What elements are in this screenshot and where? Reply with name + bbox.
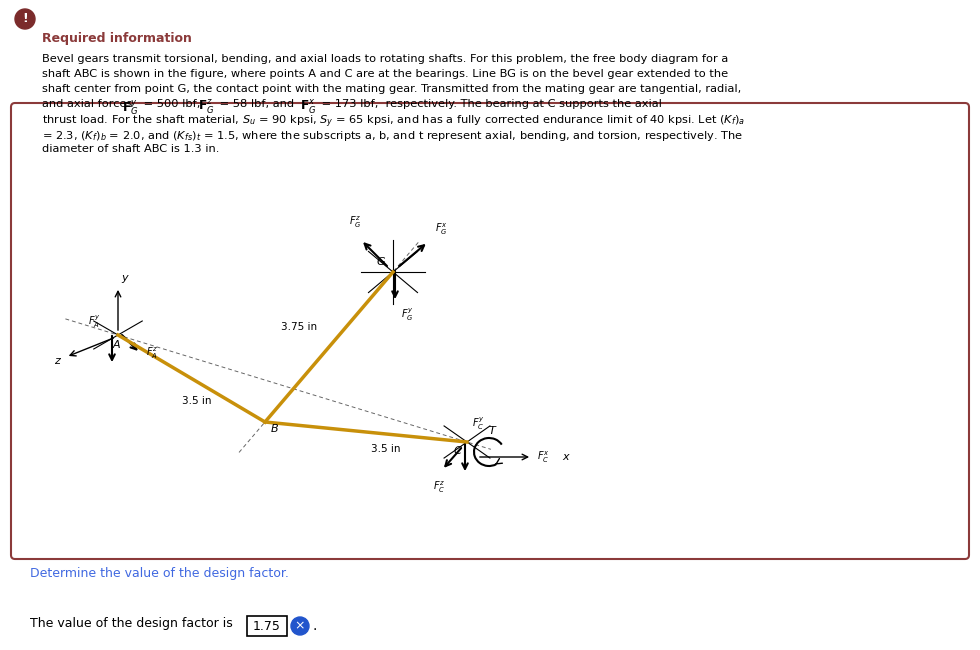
Text: shaft center from point G, the contact point with the mating gear. Transmitted f: shaft center from point G, the contact p…	[42, 84, 741, 94]
Text: 3.5 in: 3.5 in	[181, 396, 212, 406]
Text: Bevel gears transmit torsional, bending, and axial loads to rotating shafts. For: Bevel gears transmit torsional, bending,…	[42, 54, 728, 64]
Text: 1.75: 1.75	[253, 619, 281, 632]
Text: C: C	[454, 446, 461, 456]
Text: $F_C^z$: $F_C^z$	[433, 480, 445, 495]
Text: The value of the design factor is: The value of the design factor is	[30, 617, 232, 630]
Text: $F_A^z$: $F_A^z$	[146, 345, 158, 361]
Circle shape	[15, 9, 35, 29]
Circle shape	[291, 617, 309, 635]
Text: diameter of shaft ABC is 1.3 in.: diameter of shaft ABC is 1.3 in.	[42, 144, 220, 154]
Text: 3.75 in: 3.75 in	[281, 322, 318, 332]
Text: = 173 lbf,  respectively. The bearing at C supports the axial: = 173 lbf, respectively. The bearing at …	[318, 99, 662, 109]
Text: $\mathbf{F}_G^y$: $\mathbf{F}_G^y$	[122, 99, 138, 118]
Text: = 2.3, $(K_f)_b$ = 2.0, and $(K_{fs})_t$ = 1.5, where the subscripts a, b, and t: = 2.3, $(K_f)_b$ = 2.0, and $(K_{fs})_t$…	[42, 129, 743, 143]
FancyBboxPatch shape	[247, 616, 287, 636]
Text: $\mathbf{F}_G^x$: $\mathbf{F}_G^x$	[300, 99, 317, 116]
Text: A: A	[112, 340, 120, 350]
Text: Determine the value of the design factor.: Determine the value of the design factor…	[30, 567, 289, 580]
Text: Required information: Required information	[42, 32, 192, 45]
Text: ×: ×	[295, 619, 305, 632]
Text: !: !	[23, 12, 27, 25]
Text: and axial forces: and axial forces	[42, 99, 139, 109]
Text: .: .	[312, 619, 317, 633]
Text: $F_G^z$: $F_G^z$	[349, 214, 362, 230]
Text: $F_G^y$: $F_G^y$	[401, 307, 414, 324]
Text: = 500 lbf,: = 500 lbf,	[140, 99, 200, 109]
Text: $F_C^y$: $F_C^y$	[472, 415, 484, 432]
Text: thrust load. For the shaft material, $S_u$ = 90 kpsi, $S_y$ = 65 kpsi, and has a: thrust load. For the shaft material, $S_…	[42, 114, 745, 131]
FancyBboxPatch shape	[11, 103, 969, 559]
Text: B: B	[271, 424, 278, 434]
Text: T: T	[489, 426, 496, 436]
Text: G: G	[376, 257, 385, 267]
Text: $F_C^x$: $F_C^x$	[537, 449, 550, 465]
Text: shaft ABC is shown in the figure, where points A and C are at the bearings. Line: shaft ABC is shown in the figure, where …	[42, 69, 728, 79]
Text: x: x	[562, 452, 568, 462]
Text: $F_G^x$: $F_G^x$	[435, 222, 448, 237]
Text: = 58 lbf, and: = 58 lbf, and	[216, 99, 294, 109]
Text: 3.5 in: 3.5 in	[371, 444, 401, 454]
Text: $F_A^y$: $F_A^y$	[87, 313, 100, 330]
Text: $\mathbf{F}_G^z$: $\mathbf{F}_G^z$	[198, 99, 215, 116]
Text: z: z	[54, 356, 60, 366]
Text: y: y	[121, 273, 127, 283]
